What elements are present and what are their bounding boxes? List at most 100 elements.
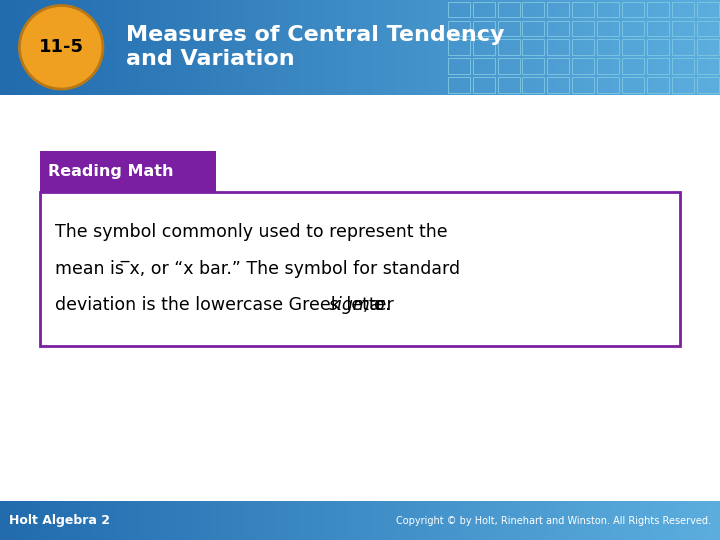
- Bar: [250, 0, 252, 94]
- Bar: [7, 501, 9, 540]
- Bar: [446, 0, 449, 94]
- Bar: [415, 0, 418, 94]
- Bar: [490, 0, 492, 94]
- Bar: [197, 0, 199, 94]
- Bar: [495, 501, 497, 540]
- Bar: [473, 21, 495, 36]
- Bar: [379, 0, 382, 94]
- Bar: [403, 501, 405, 540]
- Bar: [657, 0, 660, 94]
- Bar: [372, 501, 374, 540]
- Bar: [24, 501, 27, 540]
- Bar: [526, 0, 528, 94]
- Bar: [545, 501, 547, 540]
- Bar: [144, 0, 146, 94]
- Bar: [247, 501, 250, 540]
- Bar: [70, 501, 72, 540]
- Bar: [672, 39, 693, 55]
- Bar: [369, 501, 372, 540]
- Bar: [665, 0, 667, 94]
- Bar: [711, 501, 713, 540]
- Bar: [55, 501, 58, 540]
- Bar: [535, 501, 538, 540]
- Bar: [125, 501, 127, 540]
- Bar: [132, 0, 135, 94]
- Bar: [647, 2, 669, 17]
- Bar: [271, 501, 274, 540]
- Bar: [542, 501, 545, 540]
- Bar: [581, 0, 583, 94]
- Bar: [120, 0, 122, 94]
- Bar: [286, 501, 288, 540]
- Bar: [559, 0, 562, 94]
- Bar: [466, 0, 468, 94]
- Bar: [14, 501, 17, 540]
- Bar: [434, 501, 437, 540]
- Bar: [622, 39, 644, 55]
- Bar: [117, 501, 120, 540]
- Text: Copyright © by Holt, Rinehart and Winston. All Rights Reserved.: Copyright © by Holt, Rinehart and Winsto…: [396, 516, 711, 525]
- Bar: [670, 501, 672, 540]
- Bar: [660, 501, 662, 540]
- Bar: [358, 0, 360, 94]
- Bar: [185, 0, 187, 94]
- Bar: [572, 58, 594, 74]
- Bar: [463, 0, 466, 94]
- Bar: [125, 0, 127, 94]
- Bar: [430, 501, 432, 540]
- Bar: [499, 501, 502, 540]
- Bar: [461, 0, 463, 94]
- Bar: [597, 39, 619, 55]
- Bar: [498, 77, 520, 93]
- Bar: [598, 501, 600, 540]
- Bar: [348, 501, 351, 540]
- Bar: [444, 0, 446, 94]
- Bar: [523, 0, 526, 94]
- Bar: [31, 501, 34, 540]
- Bar: [418, 501, 420, 540]
- Bar: [403, 0, 405, 94]
- Bar: [636, 0, 639, 94]
- Bar: [41, 501, 43, 540]
- Bar: [595, 501, 598, 540]
- Bar: [657, 501, 660, 540]
- Bar: [401, 0, 403, 94]
- Bar: [641, 501, 643, 540]
- Bar: [389, 0, 391, 94]
- Bar: [353, 501, 355, 540]
- Bar: [297, 501, 300, 540]
- Bar: [572, 77, 594, 93]
- Bar: [117, 0, 120, 94]
- Bar: [106, 501, 108, 540]
- Bar: [643, 0, 646, 94]
- Bar: [180, 0, 182, 94]
- Bar: [679, 501, 682, 540]
- Bar: [679, 0, 682, 94]
- Bar: [374, 501, 377, 540]
- Bar: [480, 501, 482, 540]
- Bar: [137, 501, 139, 540]
- Bar: [564, 501, 567, 540]
- Bar: [281, 0, 283, 94]
- Bar: [91, 501, 94, 540]
- Bar: [578, 0, 581, 94]
- Bar: [276, 501, 279, 540]
- Bar: [259, 0, 261, 94]
- Bar: [158, 0, 161, 94]
- Bar: [346, 501, 348, 540]
- Bar: [696, 21, 719, 36]
- Bar: [180, 501, 182, 540]
- Bar: [53, 501, 55, 540]
- Bar: [146, 501, 149, 540]
- Bar: [398, 501, 401, 540]
- Bar: [113, 501, 115, 540]
- Bar: [132, 501, 135, 540]
- Bar: [547, 2, 570, 17]
- Bar: [367, 0, 369, 94]
- Bar: [610, 501, 612, 540]
- Bar: [574, 501, 576, 540]
- Bar: [583, 501, 585, 540]
- Bar: [122, 501, 125, 540]
- Bar: [89, 0, 91, 94]
- Bar: [571, 501, 574, 540]
